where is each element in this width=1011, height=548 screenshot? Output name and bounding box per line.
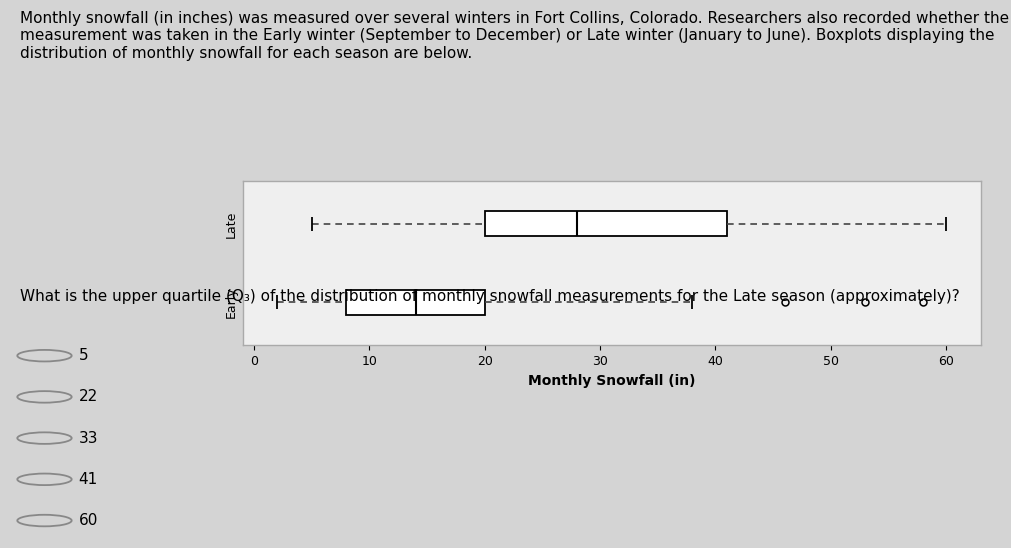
Bar	[347, 290, 485, 315]
Text: 60: 60	[79, 513, 98, 528]
X-axis label: Monthly Snowfall (in): Monthly Snowfall (in)	[528, 374, 696, 387]
Text: 41: 41	[79, 472, 98, 487]
Bar	[485, 212, 727, 236]
Text: Monthly snowfall (in inches) was measured over several winters in Fort Collins, : Monthly snowfall (in inches) was measure…	[20, 11, 1009, 61]
Text: 5: 5	[79, 348, 88, 363]
Text: What is the upper quartile (Q₃) of the distribution of monthly snowfall measurem: What is the upper quartile (Q₃) of the d…	[20, 289, 960, 305]
Text: 22: 22	[79, 390, 98, 404]
Text: 33: 33	[79, 431, 98, 446]
